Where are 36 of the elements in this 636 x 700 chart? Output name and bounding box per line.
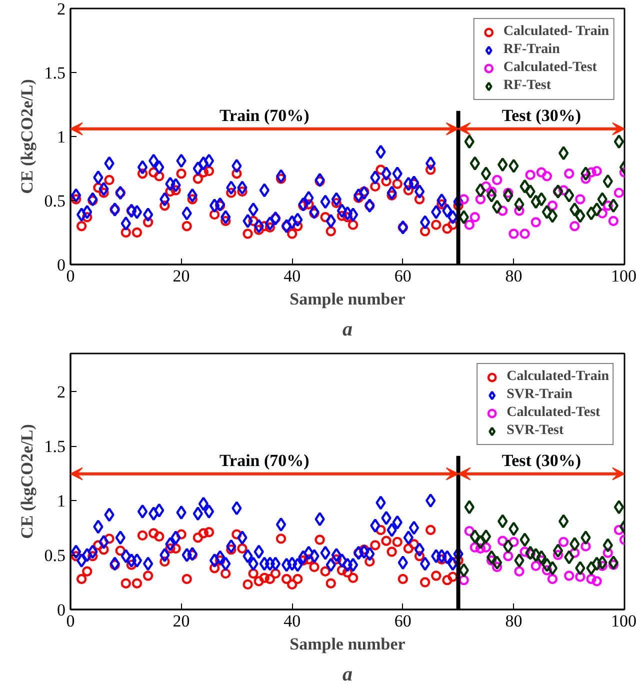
- y-tick-label: 2: [57, 382, 66, 402]
- x-tick-label: 100: [611, 612, 636, 630]
- annotation: Test (30%): [502, 450, 581, 470]
- x-tick-label: 40: [284, 612, 301, 630]
- text: a: [342, 318, 352, 340]
- annotation: Test (30%): [502, 106, 581, 125]
- y-tick-label: 1.5: [44, 437, 66, 456]
- y-axis-title: CE (kgCO2e/L): [17, 79, 36, 194]
- y-tick-label: 2: [57, 0, 66, 18]
- x-tick-label: 20: [172, 266, 190, 286]
- legend-label: Calculated-Test: [503, 59, 597, 77]
- y-tick-label: 0.5: [44, 192, 66, 210]
- x-tick-label: 60: [394, 612, 412, 630]
- legend-label: SVR-Train: [506, 386, 572, 404]
- x-tick-label: 40: [284, 266, 301, 286]
- legend-label: Calculated-Test: [506, 404, 600, 422]
- x-tick-label: 60: [394, 266, 412, 286]
- legend-label: Calculated-Train: [506, 368, 609, 386]
- x-axis-title: Sample number: [290, 290, 406, 308]
- y-tick-label: 1.5: [44, 64, 66, 82]
- legend-label: SVR-Test: [506, 422, 564, 440]
- text: a: [342, 664, 352, 686]
- legend-label: RF-Train: [503, 41, 560, 59]
- x-tick-label: 20: [172, 612, 190, 630]
- annotation: Train (70%): [219, 450, 310, 470]
- legend-label: Calculated- Train: [503, 23, 609, 41]
- y-tick-label: 1: [57, 128, 66, 146]
- x-tick-label: 80: [505, 266, 522, 286]
- x-tick-label: 80: [505, 612, 522, 630]
- y-axis-title: CE (kgCO2e/L): [17, 424, 36, 539]
- legend-label: RF-Test: [503, 77, 552, 95]
- x-axis-title: Sample number: [290, 634, 406, 654]
- annotation: Train (70%): [219, 106, 310, 125]
- y-tick-label: 0.5: [44, 546, 66, 566]
- x-tick-label: 100: [611, 266, 636, 286]
- y-tick-label: 1: [57, 492, 66, 511]
